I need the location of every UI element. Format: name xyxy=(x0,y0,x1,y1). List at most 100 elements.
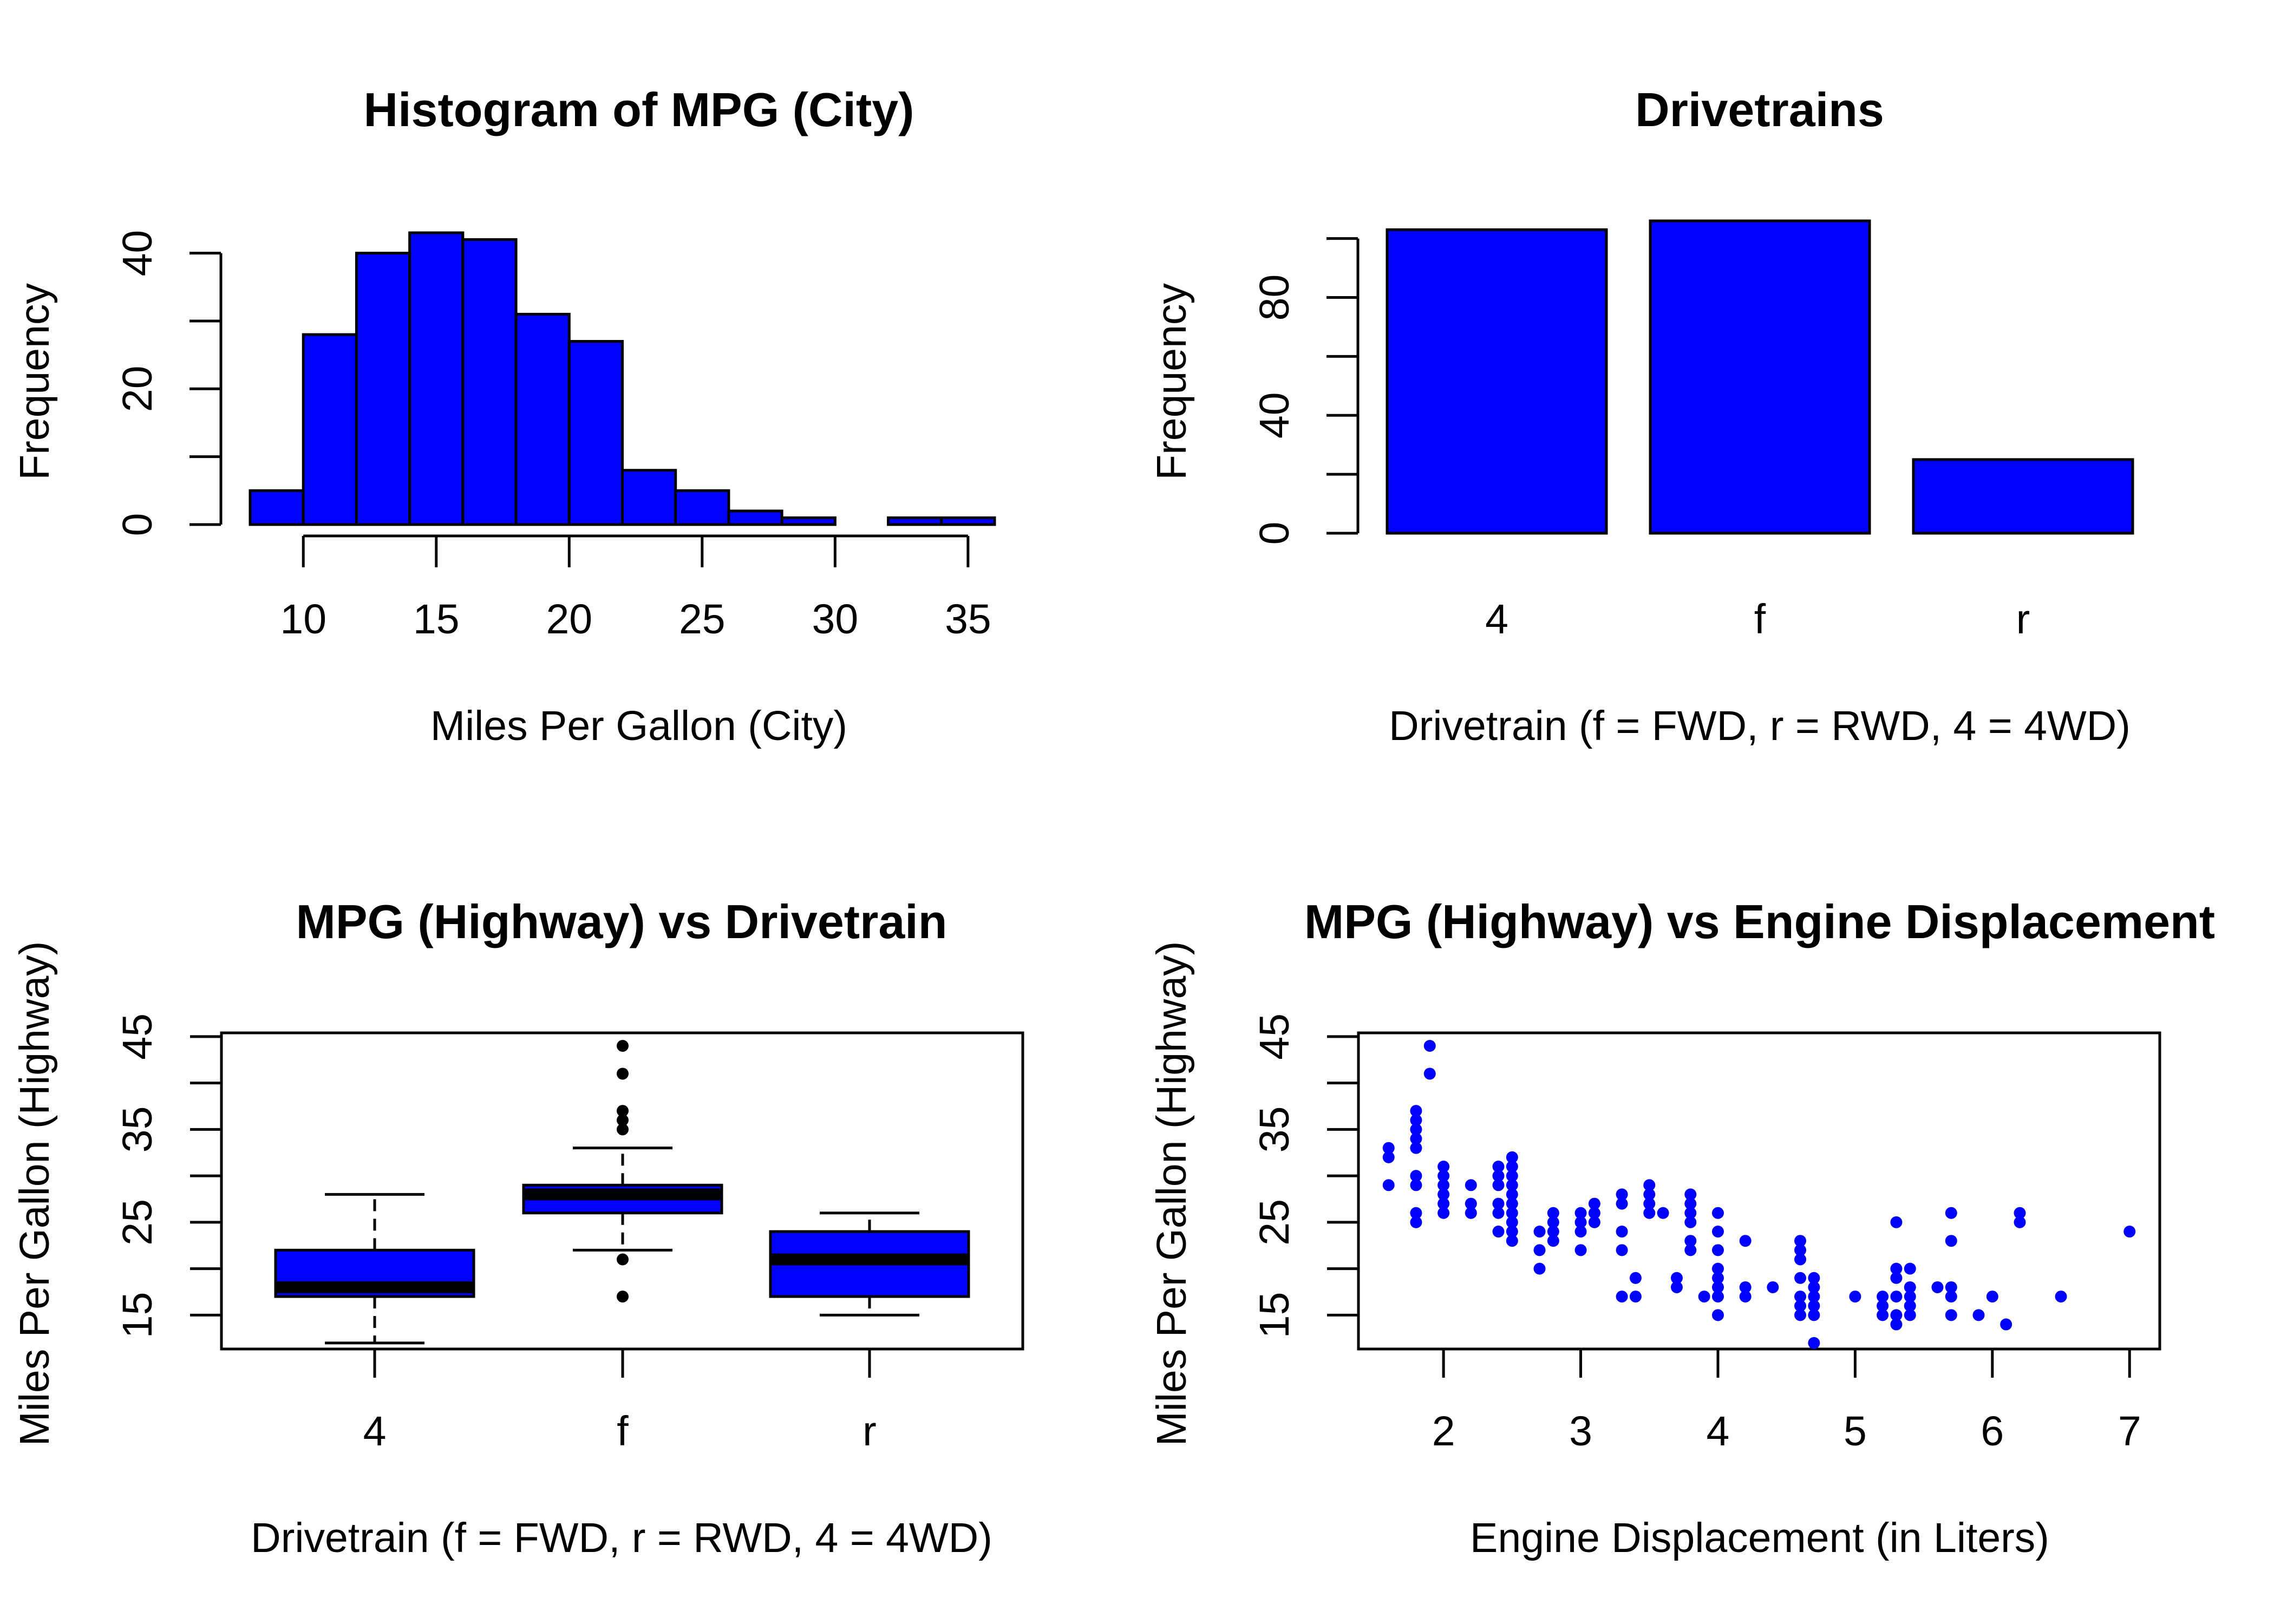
scatter-point xyxy=(1547,1216,1559,1228)
scatter-point xyxy=(1506,1170,1518,1182)
scatter-point xyxy=(1945,1281,1957,1293)
boxplot-boxes xyxy=(274,1040,970,1345)
scatter-point xyxy=(1794,1272,1807,1284)
histogram-x-tick-label: 10 xyxy=(280,596,326,643)
histogram-x-tick-label: 20 xyxy=(546,596,592,643)
scatter-point xyxy=(1616,1197,1628,1210)
scatter-point xyxy=(1877,1300,1889,1312)
scatter-point xyxy=(1410,1216,1422,1228)
drivetrain-bar-y-label: Frequency xyxy=(1148,283,1195,480)
boxplot-y-axis: 15 25 35 45 xyxy=(114,1013,223,1339)
scatter-point xyxy=(1657,1207,1669,1219)
scatter-point xyxy=(1739,1291,1752,1303)
scatter-point xyxy=(1904,1262,1916,1275)
scatter-point xyxy=(1533,1226,1546,1238)
boxplot-outlier xyxy=(617,1291,629,1303)
scatter-point xyxy=(1533,1262,1546,1275)
boxplot-outlier xyxy=(617,1114,629,1127)
drivetrain-bar-y-tick-label: 0 xyxy=(1251,522,1298,545)
scatter-point xyxy=(1616,1226,1628,1238)
histogram-y-tick-label: 20 xyxy=(114,365,161,412)
scatter-point xyxy=(1574,1244,1587,1256)
scatter-point xyxy=(1904,1300,1916,1312)
histogram-x-tick-label: 25 xyxy=(679,596,726,643)
scatter-point xyxy=(1506,1151,1518,1163)
histogram-x-label: Miles Per Gallon (City) xyxy=(430,703,847,749)
scatter-point xyxy=(1808,1281,1820,1293)
drivetrain-bar xyxy=(1386,228,1608,535)
boxplot-x-tick-label: 4 xyxy=(363,1408,387,1455)
scatter-point xyxy=(1588,1197,1600,1210)
scatter-point xyxy=(1616,1291,1628,1303)
histogram-bar xyxy=(780,516,837,526)
scatter-point xyxy=(1492,1170,1505,1182)
histogram-y-tick-label: 0 xyxy=(114,513,161,536)
scatter-point xyxy=(1849,1291,1861,1303)
boxplot-y-tick-label: 35 xyxy=(114,1106,161,1153)
scatter-point xyxy=(1492,1160,1505,1173)
scatter-point xyxy=(1506,1160,1518,1173)
histogram-bar xyxy=(302,333,358,526)
histogram-bar xyxy=(408,231,465,526)
scatter-point xyxy=(1506,1197,1518,1210)
scatter-point xyxy=(1808,1300,1820,1312)
scatter-point xyxy=(1684,1188,1697,1201)
drivetrain-bar-title: Drivetrains xyxy=(1635,83,1884,136)
scatter-point xyxy=(1739,1281,1752,1293)
boxplot-y-tick-label: 15 xyxy=(114,1292,161,1339)
scatter-point xyxy=(1423,1068,1436,1080)
scatter-point xyxy=(1711,1291,1724,1303)
drivetrain-bar-y-axis: 0 40 80 xyxy=(1251,237,1360,545)
scatter-point xyxy=(1904,1309,1916,1321)
scatter-point xyxy=(1808,1337,1820,1349)
boxplot-panel: MPG (Highway) vs Drivetrain Drivetrain (… xyxy=(11,895,1024,1561)
scatter-title: MPG (Highway) vs Engine Displacement xyxy=(1304,895,2215,948)
scatter-point xyxy=(1711,1207,1724,1219)
boxplot-y-tick-label: 25 xyxy=(114,1199,161,1246)
drivetrain-bar-y-tick-label: 40 xyxy=(1251,392,1298,438)
scatter-point xyxy=(1506,1207,1518,1219)
scatter-point xyxy=(1492,1207,1505,1219)
histogram-bar xyxy=(355,252,411,526)
scatter-point xyxy=(1588,1207,1600,1219)
scatter-point xyxy=(1382,1142,1395,1154)
scatter-point xyxy=(1794,1235,1807,1247)
scatter-point xyxy=(1410,1123,1422,1136)
scatter-point xyxy=(1711,1244,1724,1256)
scatter-point xyxy=(1547,1207,1559,1219)
scatter-point xyxy=(1808,1309,1820,1321)
scatter-point xyxy=(1684,1197,1697,1210)
histogram-bar xyxy=(249,489,305,526)
scatter-point xyxy=(1410,1105,1422,1117)
scatter-x-axis: 2 3 4 5 6 7 xyxy=(1432,1349,2141,1455)
histogram-y-tick-label: 40 xyxy=(114,230,161,277)
scatter-point xyxy=(1423,1040,1436,1052)
boxplot-title: MPG (Highway) vs Drivetrain xyxy=(296,895,948,948)
drivetrain-bar-panel: Drivetrains Drivetrain (f = FWD, r = RWD… xyxy=(1148,83,2134,749)
scatter-point xyxy=(1711,1272,1724,1284)
boxplot-outlier xyxy=(617,1253,629,1266)
boxplot-outlier xyxy=(617,1123,629,1136)
scatter-point xyxy=(1711,1226,1724,1238)
histogram-bar xyxy=(621,469,677,526)
scatter-point xyxy=(1890,1272,1903,1284)
histogram-bar xyxy=(514,312,571,526)
scatter-point xyxy=(1808,1291,1820,1303)
scatter-point xyxy=(1410,1207,1422,1219)
boxplot-y-label: Miles Per Gallon (Highway) xyxy=(11,941,58,1446)
scatter-point xyxy=(1877,1291,1889,1303)
scatter-point xyxy=(2000,1318,2012,1331)
scatter-point xyxy=(1410,1170,1422,1182)
drivetrain-category-label: f xyxy=(1754,596,1766,643)
scatter-point xyxy=(1904,1291,1916,1303)
histogram-panel: Histogram of MPG (City) Miles Per Gallon… xyxy=(11,83,996,749)
histogram-x-tick-label: 15 xyxy=(413,596,460,643)
scatter-point xyxy=(1643,1188,1656,1201)
scatter-point xyxy=(1492,1179,1505,1191)
scatter-point xyxy=(1986,1291,1998,1303)
scatter-point xyxy=(1684,1244,1697,1256)
scatter-point xyxy=(1794,1300,1807,1312)
scatter-y-tick-label: 45 xyxy=(1251,1013,1298,1060)
scatter-point xyxy=(1945,1291,1957,1303)
